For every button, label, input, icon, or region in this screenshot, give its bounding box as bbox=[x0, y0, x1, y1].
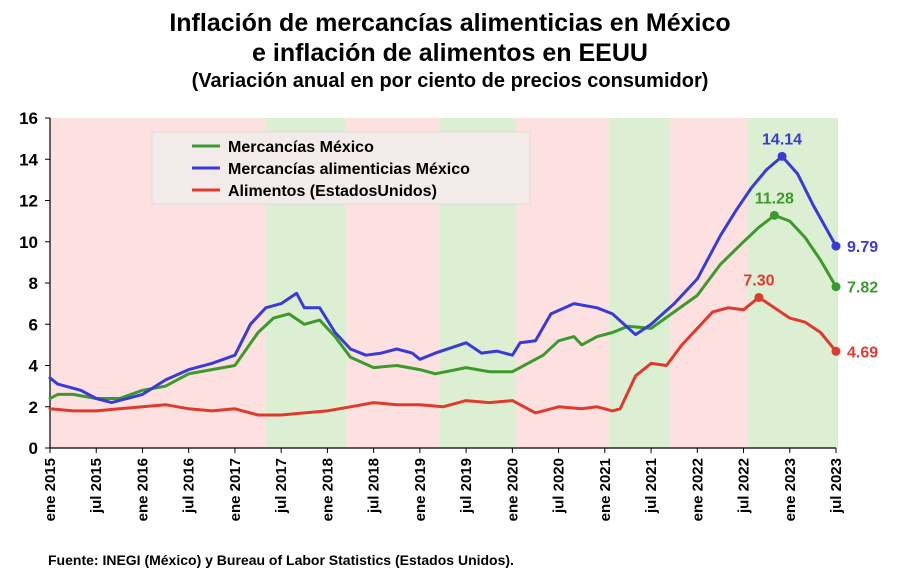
legend-label-2: Alimentos (EstadosUnidos) bbox=[228, 183, 437, 200]
series-line-0 bbox=[48, 213, 838, 400]
legend-label-0: Mercancías México bbox=[228, 139, 374, 156]
x-tick-label: ene 2020 bbox=[504, 458, 521, 521]
x-tick-label: jul 2023 bbox=[828, 458, 845, 514]
series-line-2 bbox=[48, 295, 838, 417]
source-note: Fuente: INEGI (México) y Bureau of Labor… bbox=[48, 552, 514, 568]
end-label-2: 4.69 bbox=[847, 344, 878, 361]
x-tick-label: ene 2016 bbox=[134, 458, 151, 521]
y-tick-label: 4 bbox=[29, 357, 39, 376]
y-tick-label: 10 bbox=[19, 233, 38, 252]
end-point-2 bbox=[831, 346, 841, 356]
legend-label-1: Mercancías alimenticias México bbox=[228, 161, 470, 178]
x-tick-label: jul 2020 bbox=[551, 458, 568, 514]
background-band-4 bbox=[516, 118, 609, 448]
x-tick-label: jul 2016 bbox=[181, 458, 198, 514]
x-tick-label: ene 2017 bbox=[227, 458, 244, 521]
series-lines bbox=[48, 151, 841, 417]
chart-title-line-2: e inflación de alimentos en EEUU bbox=[252, 39, 648, 67]
x-tick-label: jul 2022 bbox=[736, 458, 753, 514]
end-point-1 bbox=[831, 241, 841, 251]
x-tick-label: ene 2019 bbox=[412, 458, 429, 521]
y-tick-label: 6 bbox=[29, 315, 38, 334]
x-tick-label: jul 2019 bbox=[458, 458, 475, 514]
peak-label-2: 7.30 bbox=[743, 272, 774, 289]
chart-title-block: Inflación de mercancías alimenticias en … bbox=[0, 8, 900, 94]
x-tick-label: ene 2022 bbox=[689, 458, 706, 521]
y-tick-label: 0 bbox=[29, 439, 38, 458]
peak-point-0 bbox=[769, 210, 779, 220]
x-tick-label: jul 2015 bbox=[88, 458, 105, 514]
peak-point-1 bbox=[777, 151, 787, 161]
y-tick-label: 2 bbox=[29, 398, 38, 417]
y-tick-label: 16 bbox=[19, 109, 38, 128]
legend: Mercancías México Mercancías alimenticias… bbox=[151, 131, 531, 205]
x-tick-label: jul 2018 bbox=[366, 458, 383, 514]
peak-label-0: 11.28 bbox=[755, 190, 794, 207]
x-tick-label: jul 2017 bbox=[273, 458, 290, 514]
data-labels: 11.28 7.82 14.14 9.79 7.30 4.69 bbox=[743, 131, 878, 361]
chart-subtitle: (Variación anual en por ciento de precio… bbox=[191, 70, 709, 92]
peak-label-1: 14.14 bbox=[762, 131, 802, 148]
series-line-1 bbox=[48, 154, 838, 405]
axes: 0 2 4 6 8 10 12 14 16 ene 2015 jul 2015 ene 2016 jul… bbox=[19, 109, 845, 521]
end-label-0: 7.82 bbox=[847, 280, 878, 297]
x-tick-label: ene 2018 bbox=[319, 458, 336, 521]
background-band-5 bbox=[608, 118, 671, 448]
y-tick-label: 12 bbox=[19, 192, 38, 211]
background-band-6 bbox=[670, 118, 748, 448]
x-tick-label: ene 2015 bbox=[42, 458, 59, 521]
x-tick-label: ene 2023 bbox=[782, 458, 799, 521]
y-tick-label: 8 bbox=[29, 274, 38, 293]
x-tick-label: jul 2021 bbox=[643, 458, 660, 514]
end-label-1: 9.79 bbox=[847, 239, 878, 256]
chart-title-line-1: Inflación de mercancías alimenticias en … bbox=[169, 9, 731, 37]
y-tick-label: 14 bbox=[19, 150, 38, 169]
peak-point-2 bbox=[754, 292, 764, 302]
x-tick-label: ene 2021 bbox=[597, 458, 614, 521]
end-point-0 bbox=[831, 282, 841, 292]
